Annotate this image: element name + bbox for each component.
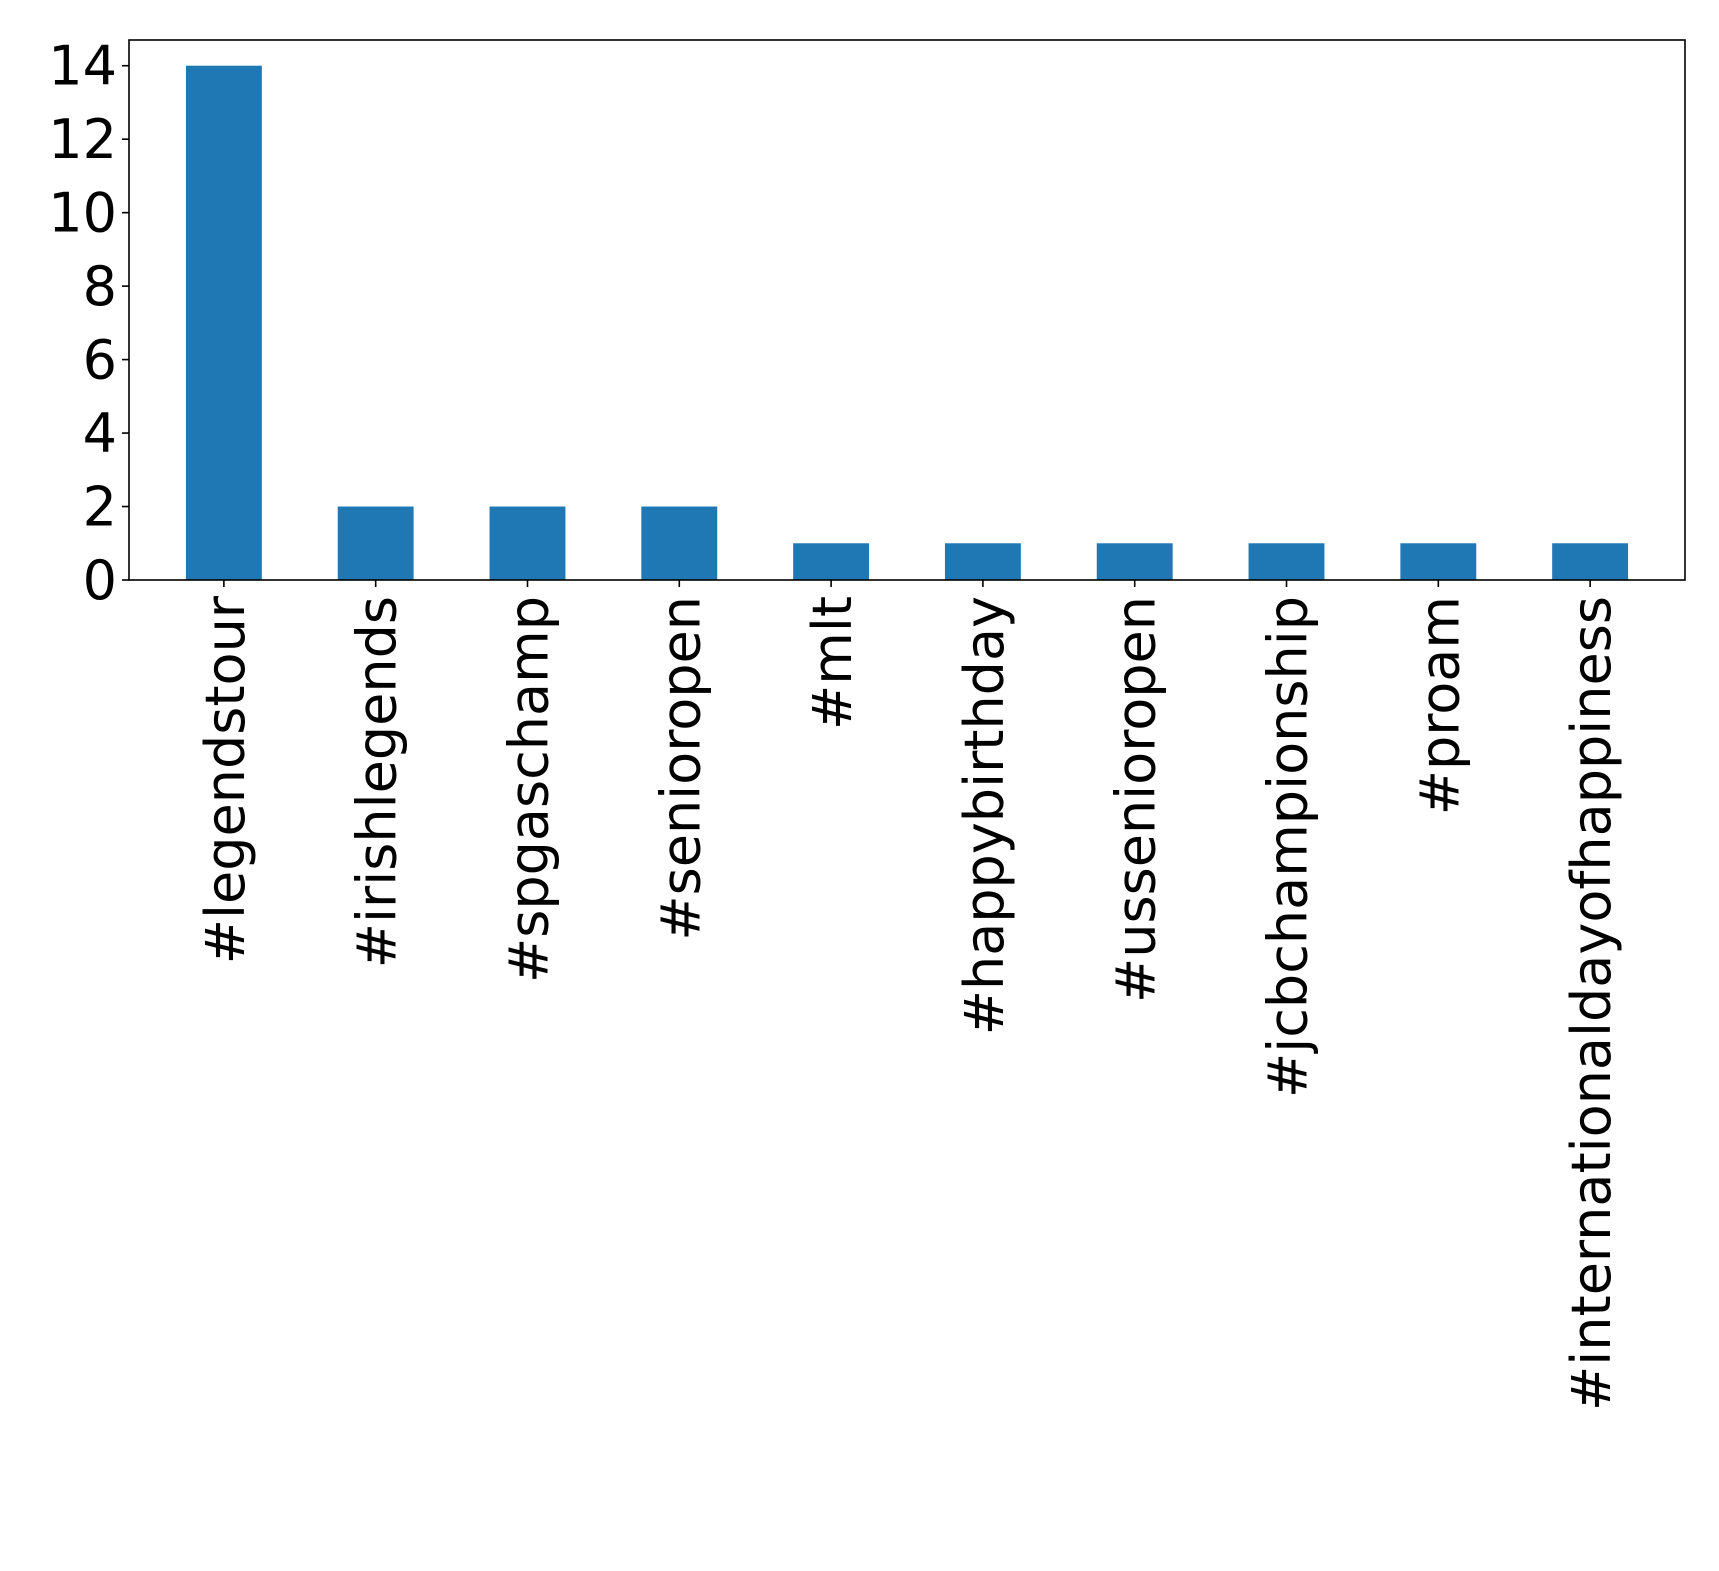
x-tick-label: #legendstour [194, 595, 257, 964]
y-tick-label: 0 [83, 549, 117, 612]
y-tick-label: 12 [48, 108, 117, 171]
x-tick-label: #internationaldayofhappiness [1560, 596, 1623, 1411]
bar-irishlegends [337, 506, 414, 580]
x-tick-label: #senioropen [649, 596, 712, 941]
bar-jcbchampionship [1248, 543, 1325, 580]
y-tick-label: 4 [83, 402, 117, 465]
x-tick-label: #jcbchampionship [1257, 596, 1320, 1098]
bar-senioropen [641, 506, 718, 580]
x-axis: #legendstour #irishlegends #spgaschamp #sen… [194, 580, 1623, 1411]
bars-group [185, 65, 1629, 580]
y-tick-label: 10 [48, 182, 117, 245]
y-tick-label: 8 [83, 255, 117, 318]
bar-legendstour [185, 65, 262, 580]
x-tick-label: #irishlegends [346, 596, 409, 968]
y-tick-label: 6 [83, 329, 117, 392]
plot-frame [128, 39, 1686, 581]
y-tick-label: 14 [48, 35, 117, 98]
bar-happybirthday [944, 543, 1021, 580]
x-tick-label: #ussenioropen [1105, 596, 1168, 1003]
bar-proam [1400, 543, 1477, 580]
y-tick-label: 2 [83, 476, 117, 539]
bar-ussenioropen [1096, 543, 1173, 580]
y-axis: 0 2 4 6 8 10 12 14 [48, 35, 129, 612]
bar-mlt [793, 543, 870, 580]
x-tick-label: #happybirthday [953, 596, 1016, 1035]
x-tick-label: #spgaschamp [497, 596, 560, 983]
bar-spgaschamp [489, 506, 566, 580]
x-tick-label: #proam [1408, 596, 1471, 815]
x-tick-label: #mlt [801, 596, 864, 730]
bar-internationaldayofhappiness [1552, 543, 1629, 580]
